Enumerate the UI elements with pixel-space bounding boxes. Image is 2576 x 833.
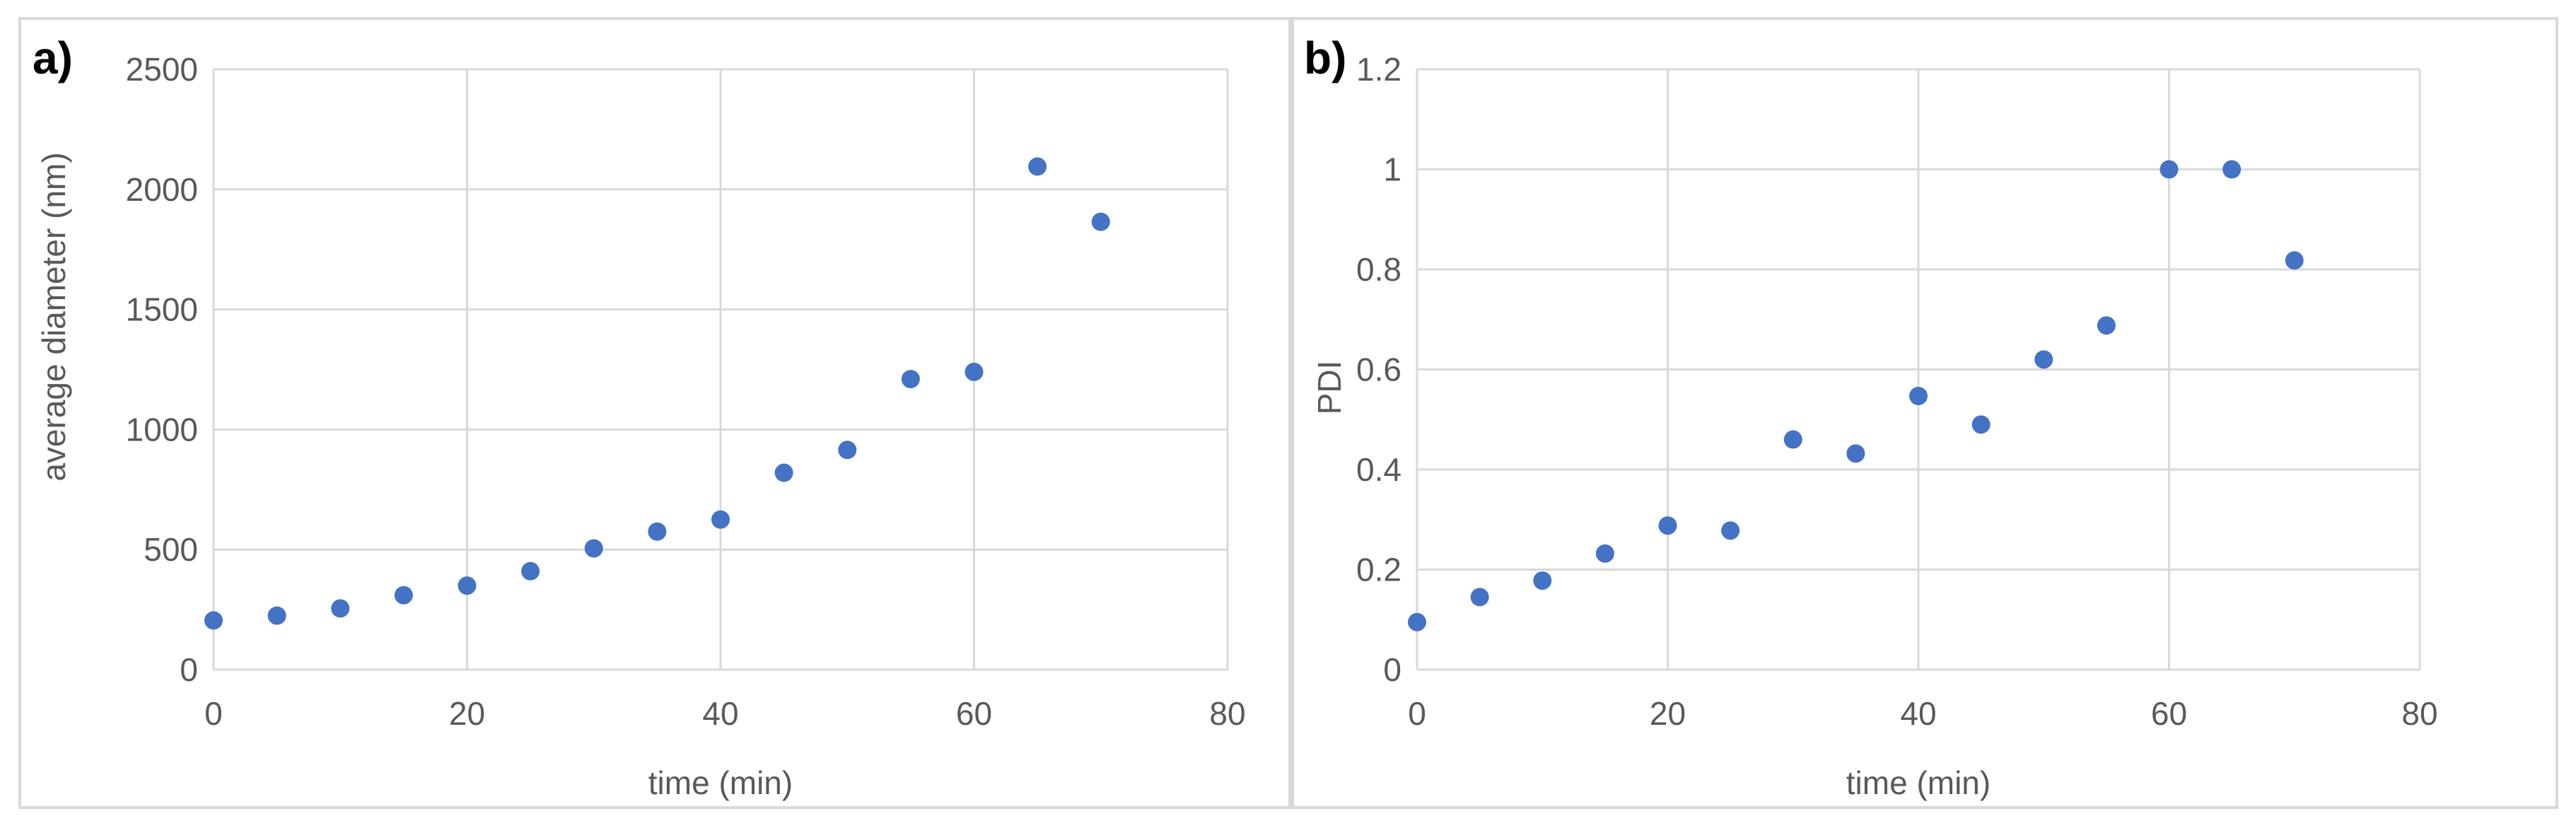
chart-b-y-axis-title: PDI xyxy=(1311,361,1348,415)
chart-a-data-point xyxy=(901,370,920,389)
chart-b-svg: b) PDI time (min) 0 0.2 0.4 0.6 0.8 1 1.2 0 20 4… xyxy=(1304,33,2438,801)
chart-b-data-point xyxy=(1408,612,1426,631)
chart-b-data-point xyxy=(2097,316,2116,335)
chart-a-y-tick-label: 500 xyxy=(144,531,198,568)
chart-a-data-points xyxy=(204,157,1110,630)
chart-b-y-tick-label: 0.2 xyxy=(1356,552,1401,588)
chart-b-data-point xyxy=(1971,415,1991,434)
chart-a-y-tick-label: 1000 xyxy=(126,411,198,448)
chart-b-x-tick-label: 0 xyxy=(1408,695,1426,732)
chart-a-x-axis-title: time (min) xyxy=(648,764,793,801)
chart-b-data-point xyxy=(1721,521,1740,540)
chart-b-y-tick-label: 1 xyxy=(1383,151,1401,188)
chart-b-data-point xyxy=(1783,430,1802,449)
chart-b-data-point xyxy=(1470,588,1489,607)
chart-a-gridlines xyxy=(212,68,1229,671)
chart-b-x-tick-label: 60 xyxy=(2151,695,2187,732)
chart-b-data-point xyxy=(1909,386,1928,405)
chart-a-x-tick-label: 0 xyxy=(204,695,223,732)
panel-b-label: b) xyxy=(1304,33,1346,83)
chart-b-x-tick-label: 80 xyxy=(2401,695,2437,732)
chart-a-y-tick-label: 2000 xyxy=(126,171,198,208)
chart-a-data-point xyxy=(584,539,603,558)
chart-b-data-point xyxy=(2034,350,2053,369)
chart-b-data-point xyxy=(1658,516,1677,535)
chart-a-data-point xyxy=(838,441,857,460)
chart-b-data-point xyxy=(2222,160,2242,179)
chart-a-data-point xyxy=(521,561,540,581)
chart-a-data-point xyxy=(964,362,984,381)
chart-a-y-tick-labels: 0 500 1000 1500 2000 2500 xyxy=(126,51,198,688)
chart-a-svg: a) average diameter (nm) time (min) 0 500… xyxy=(33,33,1246,801)
chart-b-y-tick-labels: 0 0.2 0.4 0.6 0.8 1 1.2 xyxy=(1356,51,1401,688)
chart-a-x-tick-label: 80 xyxy=(1209,695,1245,732)
chart-a-y-tick-label: 0 xyxy=(180,651,198,688)
chart-a-x-tick-label: 20 xyxy=(449,695,485,732)
chart-a-data-point xyxy=(1028,157,1047,176)
chart-b-x-tick-label: 20 xyxy=(1650,695,1686,732)
chart-b-data-point xyxy=(1846,444,1865,463)
chart-panel-a: a) average diameter (nm) time (min) 0 500… xyxy=(18,17,1291,809)
chart-a-data-point xyxy=(267,606,286,625)
chart-b-data-point xyxy=(1533,571,1552,590)
chart-a-y-tick-label: 2500 xyxy=(126,51,198,88)
chart-a-x-tick-labels: 0 20 40 60 80 xyxy=(204,695,1245,732)
chart-a-data-point xyxy=(331,599,350,618)
chart-a-data-point xyxy=(204,611,223,630)
chart-b-x-tick-label: 40 xyxy=(1900,695,1936,732)
chart-a-data-point xyxy=(774,463,793,482)
chart-b-data-point xyxy=(1595,544,1614,563)
chart-b-y-tick-label: 0.6 xyxy=(1356,351,1401,388)
chart-b-y-tick-label: 0.4 xyxy=(1356,451,1401,488)
chart-a-data-point xyxy=(394,586,413,605)
chart-b-x-axis-title: time (min) xyxy=(1846,764,1991,801)
chart-a-x-tick-label: 40 xyxy=(702,695,738,732)
chart-a-data-point xyxy=(648,522,667,541)
chart-b-gridlines xyxy=(1416,68,2421,671)
chart-b-data-point xyxy=(2285,251,2304,270)
chart-b-x-tick-labels: 0 20 40 60 80 xyxy=(1408,695,2437,732)
chart-a-data-point xyxy=(711,510,730,529)
chart-b-y-tick-label: 0 xyxy=(1383,651,1401,688)
chart-b-data-points xyxy=(1408,160,2304,631)
chart-a-x-tick-label: 60 xyxy=(956,695,992,732)
chart-a-y-tick-label: 1500 xyxy=(126,291,198,328)
chart-a-data-point xyxy=(1091,212,1110,231)
chart-a-data-point xyxy=(457,576,477,595)
chart-b-y-tick-label: 0.8 xyxy=(1356,251,1401,288)
chart-a-y-axis-title: average diameter (nm) xyxy=(35,152,72,481)
chart-b-y-tick-label: 1.2 xyxy=(1356,51,1401,88)
chart-panel-b: b) PDI time (min) 0 0.2 0.4 0.6 0.8 1 1.2 0 20 4… xyxy=(1291,17,2558,809)
panel-a-label: a) xyxy=(33,33,73,83)
chart-b-data-point xyxy=(2160,160,2179,179)
